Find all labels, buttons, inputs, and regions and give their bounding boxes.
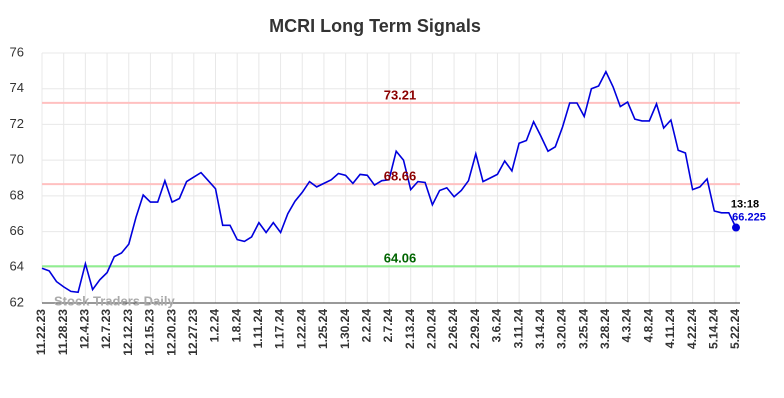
y-tick-label: 66 — [10, 223, 24, 238]
last-time: 13:18 — [731, 198, 759, 210]
x-tick-label: 1.30.24 — [338, 309, 352, 349]
x-tick-label: 11.22.23 — [34, 309, 48, 355]
signal-label: 68.66 — [384, 169, 417, 184]
x-tick-label: 2.26.24 — [446, 309, 460, 349]
x-tick-label: 12.27.23 — [186, 309, 200, 356]
x-tick-label: 3.11.24 — [511, 309, 525, 349]
x-tick-label: 1.2.24 — [208, 309, 222, 343]
x-tick-label: 1.8.24 — [229, 309, 243, 343]
x-tick-label: 2.2.24 — [359, 309, 373, 343]
watermark: Stock Traders Daily — [54, 293, 175, 308]
x-tick-label: 1.11.24 — [251, 309, 265, 349]
x-tick-label: 3.20.24 — [555, 309, 569, 349]
price-line — [41, 69, 737, 294]
x-tick-label: 12.12.23 — [121, 309, 135, 356]
x-tick-label: 1.22.24 — [294, 309, 308, 349]
y-tick-label: 64 — [10, 259, 24, 274]
x-tick-label: 2.7.24 — [381, 309, 395, 343]
chart-title: MCRI Long Term Signals — [269, 16, 481, 36]
x-tick-label: 2.20.24 — [425, 309, 439, 349]
x-tick-label: 2.13.24 — [403, 309, 417, 349]
x-tick-label: 4.8.24 — [641, 309, 655, 343]
x-tick-label: 12.20.23 — [164, 309, 178, 356]
signal-label: 64.06 — [384, 251, 417, 266]
y-tick-label: 62 — [10, 294, 24, 309]
last-value: 66.225 — [732, 211, 766, 223]
last-point — [732, 223, 740, 232]
x-tick-label: 4.22.24 — [685, 309, 699, 349]
x-tick-label: 5.22.24 — [728, 309, 742, 349]
x-tick-label: 5.14.24 — [706, 309, 720, 349]
x-tick-label: 12.15.23 — [143, 309, 157, 356]
y-tick-label: 76 — [10, 44, 24, 59]
x-tick-label: 3.14.24 — [533, 309, 547, 349]
y-tick-label: 70 — [10, 152, 24, 167]
x-tick-label: 3.6.24 — [490, 309, 504, 343]
y-tick-label: 74 — [10, 80, 24, 95]
x-tick-label: 4.11.24 — [663, 309, 677, 349]
x-tick-label: 12.4.23 — [78, 309, 92, 349]
signal-label: 73.21 — [384, 87, 417, 102]
y-tick-label: 68 — [10, 187, 24, 202]
x-tick-label: 11.28.23 — [56, 309, 70, 355]
x-tick-label: 3.28.24 — [598, 309, 612, 349]
x-tick-label: 12.7.23 — [99, 309, 113, 349]
x-tick-label: 4.3.24 — [620, 309, 634, 343]
x-tick-label: 2.29.24 — [468, 309, 482, 349]
y-tick-label: 72 — [10, 116, 24, 131]
x-tick-label: 3.25.24 — [576, 309, 590, 349]
x-tick-label: 1.17.24 — [273, 309, 287, 349]
x-tick-label: 1.25.24 — [316, 309, 330, 349]
